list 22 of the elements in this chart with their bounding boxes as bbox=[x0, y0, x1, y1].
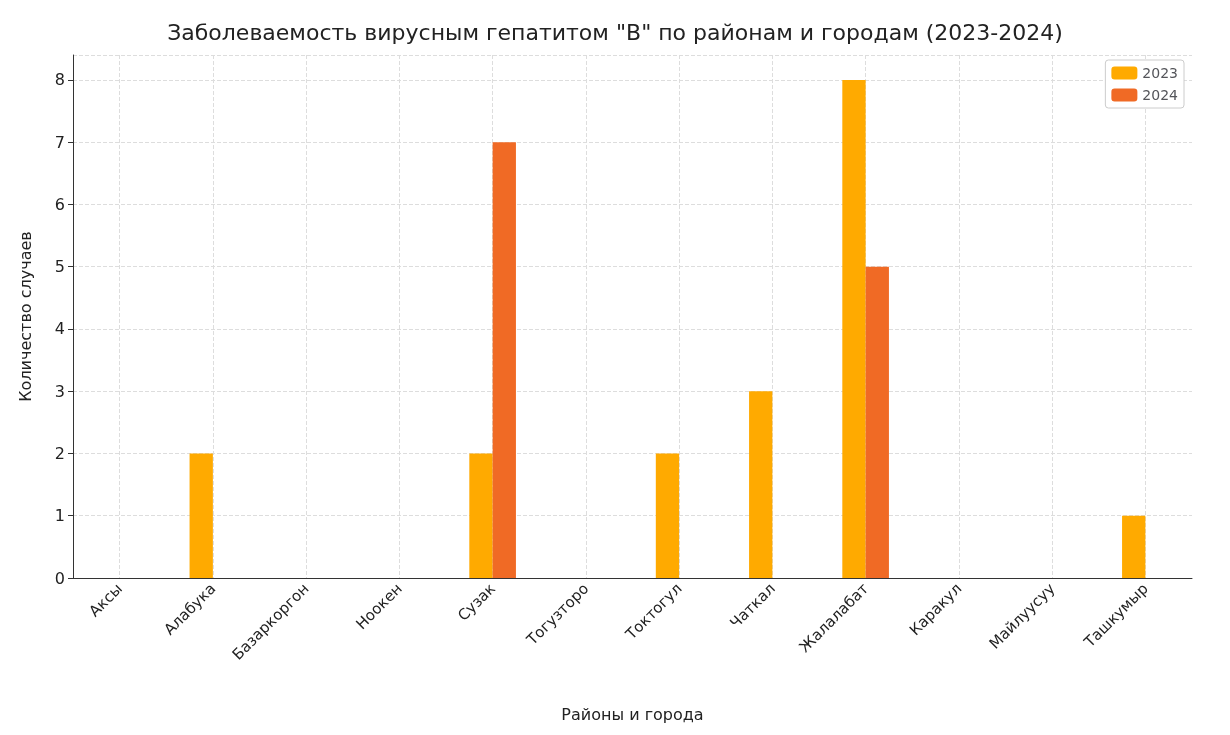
legend-label: 2023 bbox=[1142, 65, 1179, 81]
chart-title: Заболеваемость вирусным гепатитом "В" по районам и городам (2023-2024) bbox=[167, 19, 1063, 45]
y-axis-title: Количество случаев bbox=[15, 231, 35, 402]
y-tick-label: 6 bbox=[54, 194, 65, 214]
bar bbox=[492, 142, 516, 578]
bar bbox=[655, 453, 680, 578]
legend-label: 2024 bbox=[1142, 87, 1179, 103]
x-axis-title: Районы и города bbox=[561, 704, 704, 724]
bar bbox=[749, 391, 773, 578]
y-tick-label: 1 bbox=[54, 506, 65, 526]
bar bbox=[842, 79, 866, 578]
y-tick-label: 2 bbox=[54, 443, 65, 463]
bar bbox=[865, 266, 889, 578]
bar bbox=[1122, 515, 1146, 578]
y-tick-label: 7 bbox=[54, 132, 65, 152]
bar bbox=[469, 453, 493, 578]
y-tick-label: 3 bbox=[54, 381, 65, 401]
y-tick-label: 0 bbox=[54, 568, 65, 588]
y-tick-label: 4 bbox=[54, 319, 65, 339]
y-tick-label: 5 bbox=[54, 257, 65, 277]
y-tick-label: 8 bbox=[54, 70, 65, 90]
bar bbox=[189, 453, 213, 578]
